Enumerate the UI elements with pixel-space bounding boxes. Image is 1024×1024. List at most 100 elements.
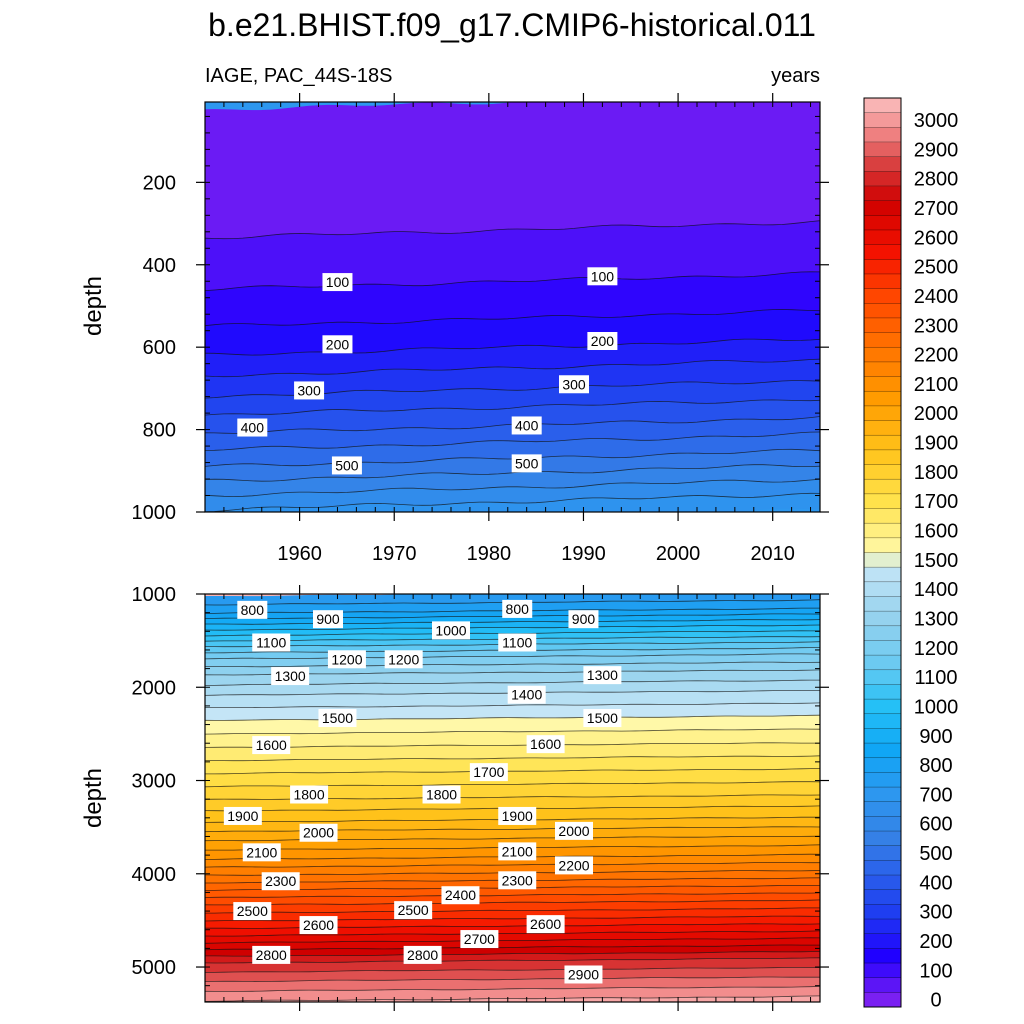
lower-panel-contour-label-box: [242, 843, 281, 862]
colorbar-box: [864, 141, 901, 157]
lower-panel-contour-label: 2400: [441, 886, 480, 905]
lower-panel-contour-line: [204, 661, 821, 668]
lower-panel-axes: 1000 2000 3000 4000 5000: [132, 584, 829, 1011]
upper-panel-axes: 1960 1970 1980 1990 2000 2010 200 400 600 800 1000: [132, 93, 829, 565]
colorbar-box: [864, 875, 901, 891]
upper-panel-contour-line: [204, 399, 821, 416]
lower-panel-contour-labels: 800 900 1000 800 900 1100 1100 1200 1200 1300 1300…: [223, 599, 622, 984]
colorbar-tick-label: 2600: [914, 227, 959, 249]
lower-panel-contour-label-box: [432, 621, 470, 640]
lower-panel-contour-line: [204, 995, 821, 1002]
upper-panel-x-tick-label: 2010: [750, 543, 795, 565]
lower-panel-contour-label-text: 2900: [568, 966, 599, 982]
colorbar-tick-label: 0: [930, 990, 941, 1012]
colorbar-box: [864, 567, 901, 583]
colorbar-box: [864, 435, 901, 451]
upper-panel-x-tick-label: 1980: [467, 543, 512, 565]
upper-panel-contour-label-text: 100: [326, 274, 350, 290]
lower-panel-contour-label-box: [498, 806, 537, 825]
upper-panel-contour-fill: [204, 101, 821, 513]
lower-panel-contour-label-text: 1500: [587, 710, 618, 726]
lower-panel-contour-label-box: [318, 709, 357, 728]
upper-panel-contour-label: 500: [511, 454, 542, 473]
colorbar-box: [864, 493, 901, 509]
colorbar-box: [864, 185, 901, 201]
upper-panel-contour-label-text: 500: [335, 457, 359, 473]
lower-panel-contour-label-box: [422, 785, 461, 804]
lower-panel-contour-line: [204, 944, 820, 951]
colorbar-box: [864, 332, 901, 348]
lower-panel-contour-label-box: [441, 886, 480, 905]
colorbar-box: [864, 948, 901, 964]
colorbar-tick-label: 900: [919, 726, 952, 748]
lower-panel-contour-label-text: 1300: [587, 667, 618, 683]
lower-panel-contour-label: 2100: [498, 842, 537, 861]
lower-panel-contour-label-text: 2500: [398, 902, 429, 918]
lower-panel-frame: [204, 593, 821, 1003]
lower-panel-contour-line: [204, 937, 821, 944]
lower-panel-contour-label: 1800: [290, 785, 329, 804]
colorbar-box: [864, 288, 901, 304]
colorbar-box: [864, 845, 901, 861]
lower-panel-contour-label: 1500: [318, 709, 357, 728]
lower-panel-contour-label-box: [555, 821, 593, 840]
colorbar-box: [864, 98, 901, 113]
lower-panel-contour-label-box: [498, 871, 537, 890]
colorbar-tick-label: 1100: [914, 667, 957, 689]
lower-panel-contour-line: [204, 862, 820, 868]
colorbar-tick-label: 1800: [914, 462, 959, 484]
lower-panel-contour-line: [204, 728, 821, 735]
colorbar-box: [864, 977, 901, 993]
lower-panel-contour-label-text: 2100: [502, 843, 533, 859]
lower-panel-y-tick-label: 1000: [132, 584, 177, 606]
upper-panel-contour-line: [204, 309, 821, 327]
lower-panel-contour-label-box: [290, 785, 329, 804]
colorbar-box: [864, 640, 901, 656]
colorbar-tick-label: 2300: [914, 315, 959, 337]
upper-panel-contour-label-text: 400: [241, 420, 265, 436]
upper-panel-right-label: years: [771, 65, 820, 87]
lower-panel-contour-label: 1400: [507, 685, 546, 704]
lower-panel-contour-label-box: [261, 872, 300, 891]
colorbar-box: [864, 787, 901, 803]
colorbar-box: [864, 611, 901, 627]
lower-panel-contour-label-box: [299, 823, 338, 842]
upper-panel-y-tick-label: 800: [143, 420, 176, 442]
colorbar-box: [864, 391, 901, 407]
colorbar-tick-label: 1200: [914, 638, 959, 660]
colorbar-tick-label: 2900: [914, 139, 959, 161]
lower-panel-contour-line: [205, 755, 821, 762]
lower-panel-contour-label-text: 1600: [256, 737, 287, 753]
upper-panel-contour-label: 100: [322, 273, 353, 292]
lower-panel-contour-line: [205, 619, 821, 625]
lower-panel-contour-label-text: 2600: [530, 916, 561, 932]
lower-panel-contour-label: 2800: [252, 945, 291, 964]
colorbar-box: [864, 919, 901, 934]
colorbar-box: [864, 405, 901, 421]
upper-panel-contour-labels: 100 100 200 200 300 300 400 400 500 500: [237, 267, 618, 475]
upper-panel-contour-line: [204, 271, 821, 291]
colorbar-box: [864, 816, 901, 832]
lower-panel-contour-label: 2000: [555, 821, 593, 840]
lower-panel-contour-label: 2500: [233, 902, 272, 921]
colorbar-box: [864, 508, 901, 524]
lower-panel-contour-label: 2800: [403, 945, 442, 964]
lower-panel-contour-label: 1600: [526, 735, 565, 754]
lower-panel-contour-label: 1900: [223, 806, 262, 825]
colorbar-box: [864, 992, 901, 1008]
lower-panel-contour-label-box: [384, 650, 423, 669]
lower-panel-contour-label-box: [507, 685, 546, 704]
upper-panel-contour-label-text: 100: [591, 268, 615, 284]
lower-panel-contour-label: 2700: [460, 930, 499, 949]
lower-panel-contour-line: [205, 907, 820, 914]
colorbar-box: [864, 596, 901, 612]
upper-panel-contour-label-box: [587, 331, 618, 350]
colorbar-box: [864, 933, 901, 949]
colorbar-box: [864, 303, 901, 319]
lower-panel-contour-label-box: [327, 650, 366, 669]
colorbar-box: [864, 743, 901, 759]
colorbar-tick-label: 1000: [914, 696, 959, 718]
colorbar-tick-label: 1500: [914, 550, 959, 572]
colorbar-tick-label: 2800: [914, 169, 959, 191]
